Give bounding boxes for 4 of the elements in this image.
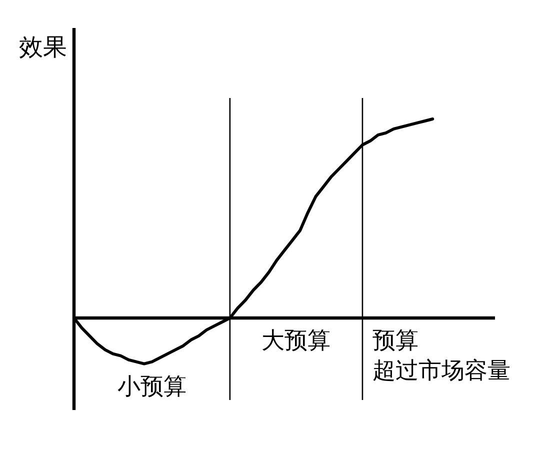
- annotation: 预算超过市场容量: [372, 328, 510, 384]
- annotation: 大预算: [262, 328, 331, 354]
- text: 小预算: [117, 374, 186, 400]
- y-axis-title: 效果: [19, 33, 67, 61]
